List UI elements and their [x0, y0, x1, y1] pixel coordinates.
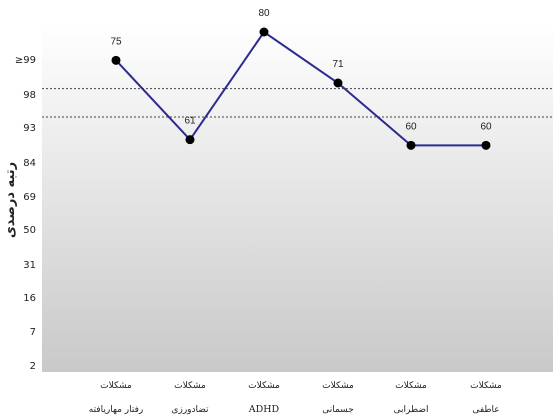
data-label: 80	[258, 8, 270, 19]
x-tick-label-line2: ADHD	[248, 404, 280, 415]
data-point	[406, 140, 416, 150]
plot-area	[42, 22, 553, 372]
x-tick-label-line2: رفتار مهاریافته	[89, 405, 143, 415]
data-point	[481, 140, 491, 150]
x-tick-label-line2: تضادورزی	[171, 405, 209, 415]
y-tick-label: 69	[23, 192, 36, 203]
y-tick-label: 93	[23, 123, 36, 134]
data-label: 75	[110, 36, 122, 47]
y-tick-label: 31	[23, 260, 36, 271]
x-tick-label-line1: مشکلات	[322, 381, 354, 391]
y-tick-label: 2	[30, 361, 36, 372]
series-line	[115, 30, 486, 147]
x-tick-label-line1: مشکلات	[470, 381, 502, 391]
y-axis-label: رتبه درصدی	[3, 162, 18, 238]
data-label: 61	[184, 116, 196, 127]
x-tick-label-line2: عاطفی	[472, 405, 499, 415]
y-tick-label: 84	[23, 158, 36, 169]
data-point	[259, 27, 269, 37]
data-label: 60	[480, 121, 492, 132]
data-point	[111, 55, 121, 65]
y-tick-label: ≥99	[15, 55, 36, 66]
y-tick-label: 98	[23, 90, 36, 101]
x-tick-label-line1: مشکلات	[100, 381, 132, 391]
data-label: 60	[405, 121, 417, 132]
y-tick-label: 7	[30, 327, 36, 338]
x-tick-label-line1: مشکلات	[248, 381, 280, 391]
data-point	[185, 135, 195, 145]
x-tick-label-line1: مشکلات	[174, 381, 206, 391]
x-tick-label-line2: اضطرابی	[394, 405, 429, 415]
data-label: 71	[332, 59, 344, 70]
y-tick-label: 16	[23, 293, 36, 304]
x-tick-label-line2: جسمانی	[322, 405, 354, 415]
data-point	[333, 78, 343, 88]
y-tick-label: 50	[23, 225, 36, 236]
x-tick-label-line1: مشکلات	[395, 381, 427, 391]
